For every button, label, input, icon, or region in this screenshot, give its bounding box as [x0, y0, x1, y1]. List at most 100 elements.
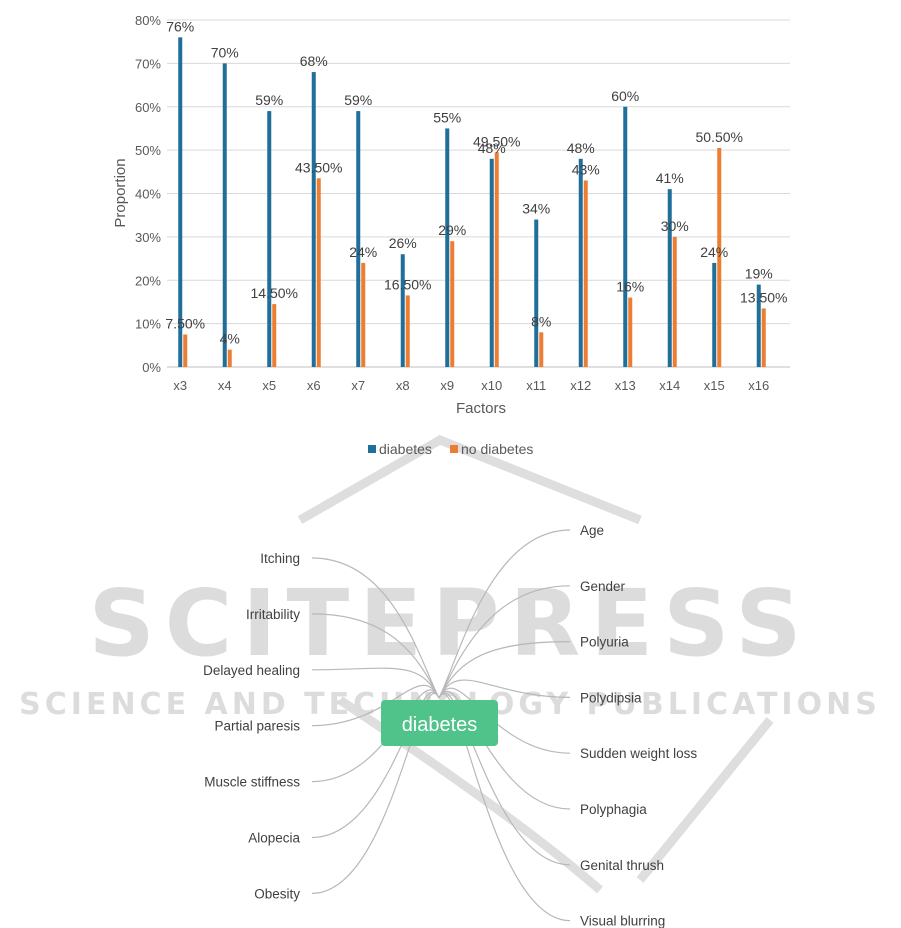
bar-data-label: 55%: [433, 109, 461, 125]
y-tick-label: 70%: [135, 56, 161, 71]
x-axis-ticks: x3 x4 x5 x6 x7 x8 x9 x10 x11 x12 x13 x14 x15 x16: [173, 378, 769, 393]
bar-no-diabetes-x12: [583, 180, 588, 367]
bar-data-labels: 76% 7.50% 70% 4% 59% 14.50% 68% 43.50% 59% 24% 26%…: [165, 18, 787, 346]
bar-diabetes-x10: [489, 158, 494, 367]
chart-bars: [178, 37, 766, 368]
bar-data-label: 60%: [611, 88, 639, 104]
legend-swatch: [450, 445, 458, 453]
left-branch-label: Irritability: [246, 607, 300, 622]
bar-data-label: 70%: [211, 44, 239, 60]
center-node-box: [381, 700, 498, 746]
bar-no-diabetes-x3: [183, 334, 188, 367]
connector-line: [438, 529, 571, 699]
left-branch-label: Alopecia: [248, 831, 300, 846]
y-tick-label: 0%: [142, 360, 161, 375]
bar-data-label: 13.50%: [740, 289, 787, 305]
bar-data-label: 8%: [531, 313, 551, 329]
bar-data-label: 49.50%: [473, 133, 520, 149]
bar-data-label: 26%: [389, 235, 417, 251]
y-tick-label: 80%: [135, 13, 161, 28]
bar-data-label: 59%: [344, 92, 372, 108]
bar-data-label: 16%: [616, 279, 644, 295]
bar-data-label: 50.50%: [696, 129, 743, 145]
bar-data-label: 41%: [656, 170, 684, 186]
bar-diabetes-x6: [311, 72, 316, 368]
x-axis-label: Factors: [456, 400, 506, 417]
bar-no-diabetes-x6: [316, 178, 321, 367]
right-branch-label: Polyuria: [580, 635, 629, 650]
mind-map-left-branches: Itching Irritability Delayed healing Partia…: [203, 551, 300, 901]
bar-data-label: 48%: [567, 140, 595, 156]
x-tick-label: x13: [615, 378, 636, 393]
bar-diabetes-x16: [756, 284, 761, 367]
bar-diabetes-x7: [356, 111, 361, 368]
y-tick-label: 30%: [135, 230, 161, 245]
bar-no-diabetes-x7: [361, 262, 366, 367]
right-branch-label: Gender: [580, 579, 626, 594]
bar-diabetes-x3: [178, 37, 183, 367]
bar-no-diabetes-x13: [628, 297, 633, 367]
bar-data-label: 43.50%: [295, 159, 342, 175]
bar-data-label: 16.50%: [384, 276, 431, 292]
legend-label: no diabetes: [461, 441, 533, 457]
x-tick-label: x14: [659, 378, 680, 393]
left-branch-label: Itching: [260, 551, 300, 566]
bar-no-diabetes-x9: [450, 241, 455, 367]
x-tick-label: x15: [704, 378, 725, 393]
bar-no-diabetes-x11: [539, 332, 544, 367]
bar-diabetes-x11: [534, 219, 539, 367]
bar-data-label: 4%: [220, 331, 240, 347]
right-branch-label: Genital thrush: [580, 858, 664, 873]
bar-chart: 0% 10% 20% 30% 40% 50% 60% 70% 80% 76% 7.50% 70% 4%…: [112, 13, 790, 457]
connector-line: [438, 692, 571, 866]
legend-swatch: [368, 445, 376, 453]
connector-line: [438, 585, 571, 699]
right-branch-label: Visual blurring: [580, 914, 665, 928]
connector-line: [311, 667, 440, 699]
connector-line: [438, 641, 571, 699]
bar-diabetes-x4: [222, 63, 227, 367]
bar-diabetes-x9: [445, 128, 450, 367]
bar-data-label: 48%: [478, 140, 506, 156]
bar-no-diabetes-x16: [761, 308, 766, 367]
bar-no-diabetes-x10: [494, 152, 499, 367]
legend-label: diabetes: [379, 441, 432, 457]
x-tick-label: x16: [748, 378, 769, 393]
x-tick-label: x10: [481, 378, 502, 393]
x-tick-label: x7: [351, 378, 365, 393]
bar-no-diabetes-x4: [227, 349, 232, 367]
bar-diabetes-x15: [712, 262, 717, 367]
bar-no-diabetes-x8: [405, 295, 410, 367]
connector-line: [311, 691, 440, 839]
bar-diabetes-x14: [667, 189, 672, 367]
bar-data-label: 76%: [166, 18, 194, 34]
y-axis-ticks: 0% 10% 20% 30% 40% 50% 60% 70% 80%: [135, 13, 161, 375]
x-tick-label: x9: [440, 378, 454, 393]
mind-map-right-branches: Age Gender Polyuria Polydipsia Sudden weight…: [580, 523, 697, 928]
x-tick-label: x4: [218, 378, 232, 393]
mind-map-center-node: diabetes: [381, 700, 498, 746]
bar-data-label: 34%: [522, 201, 550, 217]
y-tick-label: 20%: [135, 273, 161, 288]
bar-data-label: 29%: [438, 222, 466, 238]
y-tick-label: 50%: [135, 143, 161, 158]
y-tick-label: 10%: [135, 317, 161, 332]
x-tick-label: x11: [526, 378, 546, 393]
bar-diabetes-x12: [578, 158, 583, 367]
x-tick-label: x6: [307, 378, 321, 393]
right-branch-label: Polydipsia: [580, 690, 642, 705]
connector-line: [311, 613, 440, 699]
right-branch-label: Sudden weight loss: [580, 746, 697, 761]
right-branch-label: Age: [580, 523, 604, 538]
bar-data-label: 30%: [661, 218, 689, 234]
connector-line: [438, 679, 571, 699]
x-tick-label: x12: [570, 378, 591, 393]
chart-legend: diabetes no diabetes: [368, 441, 533, 457]
connector-line: [311, 693, 440, 894]
x-tick-label: x3: [173, 378, 187, 393]
left-branch-label: Partial paresis: [214, 719, 300, 734]
connector-line: [311, 684, 440, 727]
center-node-label: diabetes: [402, 714, 478, 736]
bar-no-diabetes-x14: [672, 236, 677, 367]
